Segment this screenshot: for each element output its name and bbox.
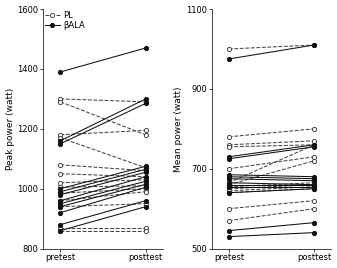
Legend: PL, βALA: PL, βALA — [44, 10, 86, 31]
Y-axis label: Mean power (watt): Mean power (watt) — [174, 86, 183, 172]
Y-axis label: Peak power (watt): Peak power (watt) — [5, 88, 14, 170]
